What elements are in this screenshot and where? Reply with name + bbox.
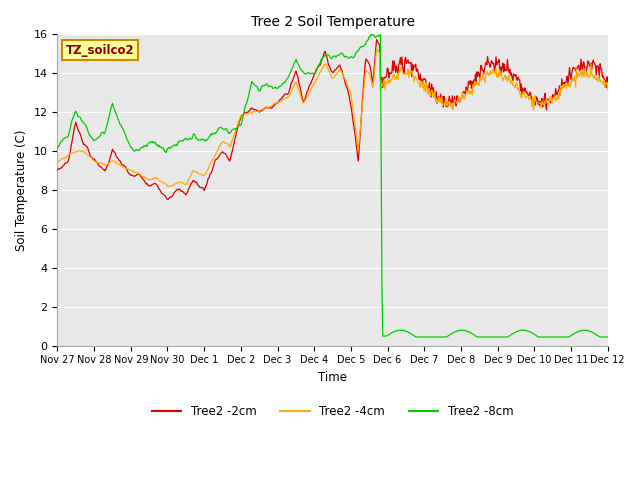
- Legend: Tree2 -2cm, Tree2 -4cm, Tree2 -8cm: Tree2 -2cm, Tree2 -4cm, Tree2 -8cm: [147, 400, 518, 422]
- Text: TZ_soilco2: TZ_soilco2: [66, 44, 134, 57]
- Y-axis label: Soil Temperature (C): Soil Temperature (C): [15, 129, 28, 251]
- X-axis label: Time: Time: [318, 371, 347, 384]
- Title: Tree 2 Soil Temperature: Tree 2 Soil Temperature: [251, 15, 415, 29]
